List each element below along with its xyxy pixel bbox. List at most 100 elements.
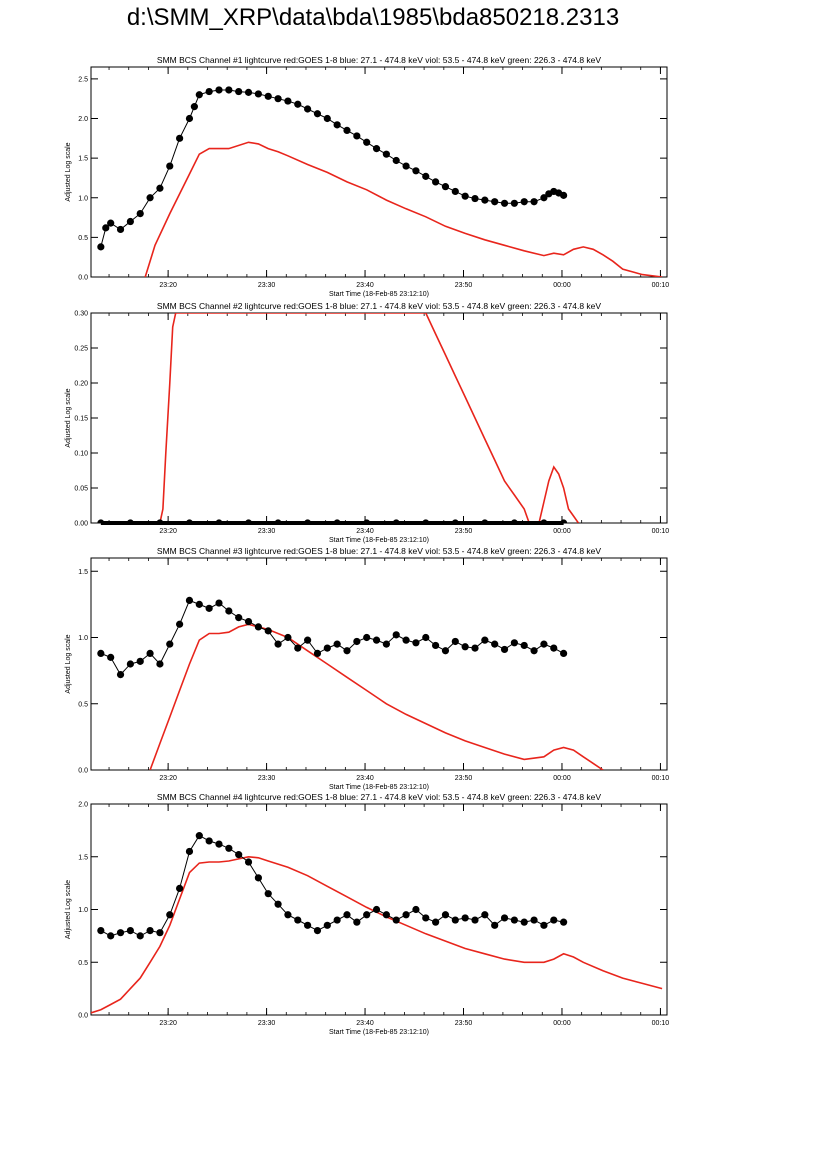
chart3-data-point [294, 644, 302, 652]
chart1-data-point [215, 86, 223, 94]
chart2-data-point [126, 519, 134, 523]
chart4-data-point [264, 890, 272, 898]
chart3-data-point [343, 647, 351, 655]
chart4-data-point [441, 911, 450, 919]
chart1-y-axis-label: Adjusted Log scale [65, 142, 72, 201]
chart4-data-point [432, 918, 440, 926]
chart3-data-point [363, 633, 371, 642]
chart1-data-point [235, 87, 243, 96]
chart1-data-point [520, 198, 528, 206]
chart4-x-tick-label: 23:40 [356, 1020, 374, 1027]
chart3-data-point [254, 623, 262, 631]
chart2-data-point [540, 519, 548, 523]
chart3-data-point [481, 636, 489, 644]
chart4-data-point [215, 840, 223, 848]
chart1-data-point [491, 198, 499, 206]
chart3-data-point [176, 620, 184, 628]
chart2-x-tick-label: 23:30 [258, 528, 276, 535]
chart1-y-tick-label: 1.5 [78, 156, 88, 163]
chart3-x-tick-label: 23:50 [455, 775, 473, 782]
chart1-data-point [451, 187, 459, 196]
chart2-x-tick-label: 23:20 [159, 528, 177, 535]
chart2-y-tick-label: 0.05 [74, 486, 88, 493]
chart3-data-point [491, 640, 499, 648]
chart4-data-point [560, 918, 568, 926]
chart3-title: SMM BCS Channel #3 lightcurve red:GOES 1… [157, 546, 601, 556]
chart4-counts-series-line [100, 834, 564, 937]
chart3-counts-series-line [100, 599, 564, 676]
chart1-data-point [481, 196, 489, 204]
chart4-data-point [274, 900, 282, 908]
chart4-data-point [353, 918, 361, 926]
chart4-y-tick-label: 2.0 [78, 802, 88, 809]
chart2-data-point [97, 519, 105, 523]
chart1-counts-series-line [100, 89, 564, 248]
chart4-x-tick-label: 23:20 [159, 1020, 177, 1027]
chart4-data-point [481, 911, 489, 919]
chart1-data-point [176, 134, 184, 142]
chart1-data-point [156, 184, 164, 192]
chart4-data-point [176, 884, 184, 893]
chart3-data-point [323, 644, 331, 652]
chart1-data-point [560, 191, 568, 199]
chart1-x-tick-label: 00:00 [553, 282, 571, 289]
chart4-y-tick-label: 1.0 [78, 907, 88, 914]
chart3-data-point [550, 644, 558, 652]
chart3-data-point [510, 639, 518, 647]
chart4-data-point [402, 911, 410, 919]
chart4-data-point [382, 911, 390, 919]
chart3-data-point [500, 645, 509, 654]
chart3-data-point [195, 600, 203, 608]
chart4-data-point [550, 916, 558, 924]
chart3-data-point [353, 637, 361, 646]
chart4-data-point [254, 874, 262, 882]
chart3-data-point [560, 649, 568, 658]
chart4-data-point [156, 929, 164, 937]
chart3-data-point [313, 649, 322, 658]
chart1-x-tick-label: 23:20 [159, 282, 177, 289]
chart1-data-point [363, 138, 371, 146]
chart4-data-point [471, 916, 479, 924]
chart4-data-point [530, 916, 538, 924]
chart3-data-point [333, 640, 341, 648]
chart2-y-axis-label: Adjusted Log scale [65, 388, 72, 447]
chart4-data-point [372, 905, 381, 914]
chart1-data-point [244, 88, 253, 96]
chart3-data-point [215, 599, 223, 607]
chart1-y-tick-label: 2.5 [78, 76, 88, 83]
chart2-x-tick-label: 23:50 [455, 528, 473, 535]
chart4-data-point [185, 847, 194, 856]
chart1-x-axis-label: Start Time (18-Feb-85 23:12:10) [329, 291, 429, 298]
chart3-data-point [185, 596, 194, 605]
chart1-data-point [441, 183, 450, 191]
chart3-data-point [372, 636, 381, 644]
chart3-data-point [304, 636, 312, 644]
chart4-data-point [333, 916, 341, 924]
chart4-data-point [451, 916, 459, 924]
chart4-data-point [235, 851, 243, 859]
chart4-data-point [343, 911, 351, 919]
chart3-data-point [284, 633, 292, 642]
chart1-data-point [205, 87, 213, 96]
chart4-title: SMM BCS Channel #4 lightcurve red:GOES 1… [157, 792, 601, 802]
chart4-x-tick-label: 00:00 [553, 1020, 571, 1027]
chart4-data-point [205, 837, 213, 845]
chart1-data-point [185, 114, 194, 123]
chart4-data-point [225, 844, 233, 852]
chart3-data-point [412, 639, 420, 647]
chart1-data-point [402, 162, 410, 170]
chart2-data-point [560, 519, 568, 523]
chart2-data-point [156, 519, 164, 523]
chart3-data-point [540, 640, 548, 648]
chart1-data-point [412, 167, 420, 175]
chart4-data-point [166, 911, 174, 919]
chart3-data-point [156, 660, 164, 668]
chart4-data-point [363, 911, 371, 919]
chart3-data-point [235, 614, 243, 622]
chart4-data-point [136, 932, 144, 940]
chart3-data-point [461, 643, 469, 651]
chart2-x-tick-label: 23:40 [356, 528, 374, 535]
chart3-data-point [392, 631, 400, 639]
chart4-goes-series-line [91, 855, 663, 1014]
